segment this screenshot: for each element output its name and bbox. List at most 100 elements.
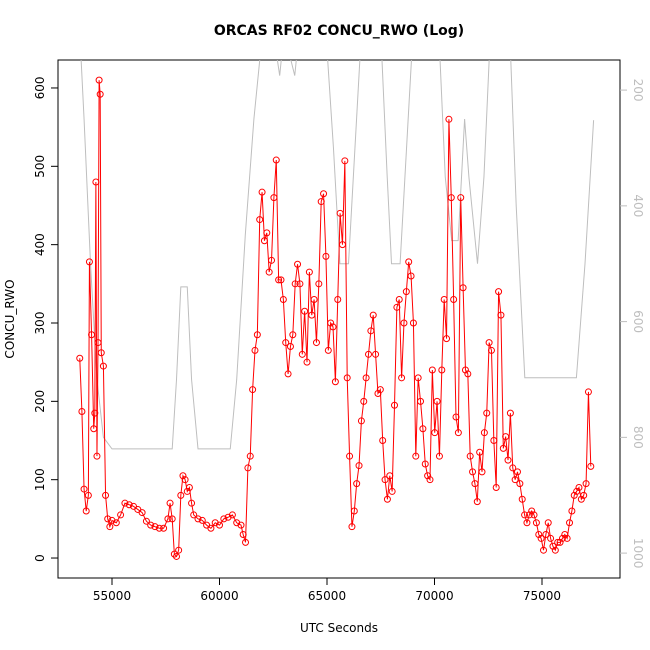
data-point <box>551 546 559 554</box>
data-point <box>253 331 261 339</box>
data-point <box>336 209 344 217</box>
data-point <box>516 480 524 488</box>
data-point <box>284 370 292 378</box>
data-point <box>117 511 125 519</box>
data-point <box>374 390 382 398</box>
data-point <box>561 531 569 539</box>
y-tick-label: 400 <box>33 233 47 256</box>
y2-tick-label: 600 <box>631 310 645 333</box>
y-tick-label: 200 <box>33 390 47 413</box>
data-point <box>490 437 498 445</box>
data-point <box>237 521 245 529</box>
data-point <box>398 374 406 382</box>
y2-tick-label: 1000 <box>631 538 645 569</box>
data-point <box>251 346 259 354</box>
data-point <box>535 531 543 539</box>
data-point <box>310 295 318 303</box>
data-point <box>445 115 453 123</box>
data-point <box>82 507 90 515</box>
data-point <box>558 534 566 542</box>
data-point <box>540 546 548 554</box>
data-point <box>495 288 503 296</box>
data-point <box>355 462 363 470</box>
data-point <box>322 252 330 260</box>
data-point <box>412 452 420 460</box>
plot-frame <box>57 59 621 579</box>
data-point <box>542 531 550 539</box>
data-point <box>391 401 399 409</box>
data-point <box>190 511 198 519</box>
data-point <box>471 480 479 488</box>
data-point <box>431 429 439 437</box>
y-tick-label: 300 <box>33 312 47 335</box>
x-tick-label: 60000 <box>200 589 238 603</box>
data-point <box>260 237 268 245</box>
data-point <box>93 452 101 460</box>
data-point <box>170 550 178 558</box>
data-point <box>367 327 375 335</box>
y-tick-label: 100 <box>33 468 47 491</box>
data-point <box>305 268 313 276</box>
data-point <box>440 295 448 303</box>
data-point <box>258 188 266 196</box>
data-point <box>296 280 304 288</box>
data-point <box>532 519 540 527</box>
data-point <box>568 507 576 515</box>
data-point <box>97 349 105 357</box>
data-point <box>289 331 297 339</box>
data-point <box>242 538 250 546</box>
data-point <box>246 452 254 460</box>
x-tick-label: 75000 <box>523 589 561 603</box>
data-point <box>476 448 484 456</box>
data-point <box>175 546 183 554</box>
y-axis-label: CONCU_RWO <box>3 279 17 358</box>
data-point <box>407 272 415 280</box>
data-point <box>360 397 368 405</box>
data-point <box>457 194 465 202</box>
y2-tick-label: 400 <box>631 194 645 217</box>
data-point <box>348 523 356 531</box>
data-point <box>483 409 491 417</box>
data-point <box>291 280 299 288</box>
data-point <box>96 90 104 98</box>
data-point <box>487 346 495 354</box>
data-point <box>298 350 306 358</box>
data-point <box>421 460 429 468</box>
data-point <box>419 425 427 433</box>
data-point <box>454 429 462 437</box>
data-point <box>525 511 533 519</box>
data-point <box>99 362 107 370</box>
data-point <box>275 276 283 284</box>
data-point <box>188 499 196 507</box>
data-point <box>249 386 257 394</box>
chart-title: ORCAS RF02 CONCU_RWO (Log) <box>214 23 464 39</box>
data-point <box>329 323 337 331</box>
data-point <box>518 495 526 503</box>
data-point <box>386 472 394 480</box>
data-point <box>388 487 396 495</box>
data-point <box>573 487 581 495</box>
y2-tick-label: 200 <box>631 79 645 102</box>
data-point <box>433 397 441 405</box>
data-point <box>364 350 372 358</box>
data-point <box>88 331 96 339</box>
data-point <box>447 194 455 202</box>
data-point <box>327 319 335 327</box>
data-point <box>317 198 325 206</box>
data-point <box>294 260 302 268</box>
data-point <box>587 462 595 470</box>
data-point <box>164 515 172 523</box>
data-point <box>185 484 193 492</box>
data-point <box>142 517 150 525</box>
data-point <box>331 378 339 386</box>
data-point <box>324 346 332 354</box>
y-tick-label: 500 <box>33 155 47 178</box>
y2-tick-label: 800 <box>631 426 645 449</box>
data-point <box>502 433 510 441</box>
data-point <box>521 511 529 519</box>
data-point <box>104 515 112 523</box>
data-point <box>91 409 99 417</box>
data-point <box>343 374 351 382</box>
data-point <box>270 194 278 202</box>
